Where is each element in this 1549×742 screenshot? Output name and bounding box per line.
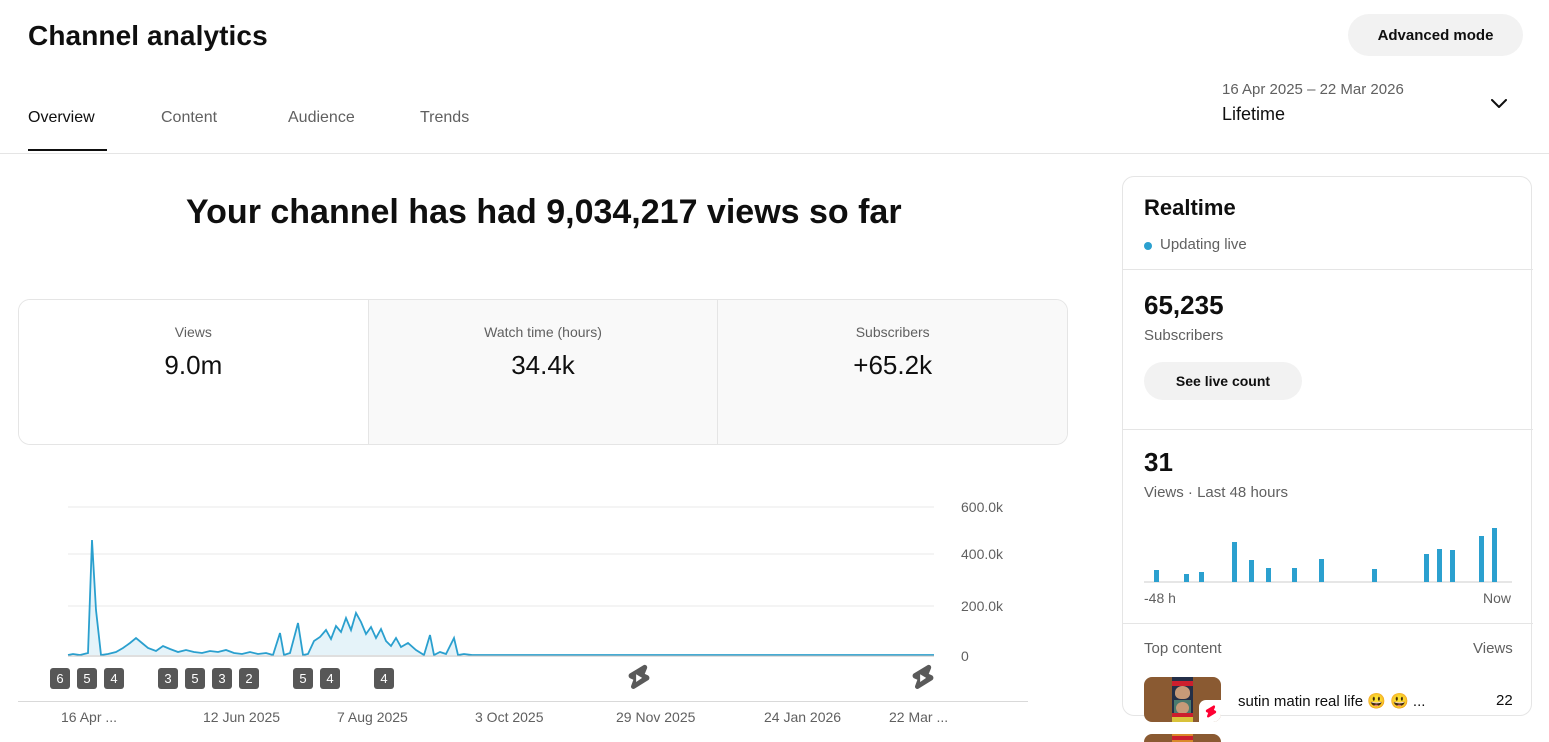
svg-text:0: 0 [961, 648, 969, 664]
svg-text:400.0k: 400.0k [961, 546, 1004, 562]
svg-text:600.0k: 600.0k [961, 499, 1004, 515]
svg-text:200.0k: 200.0k [961, 598, 1004, 614]
